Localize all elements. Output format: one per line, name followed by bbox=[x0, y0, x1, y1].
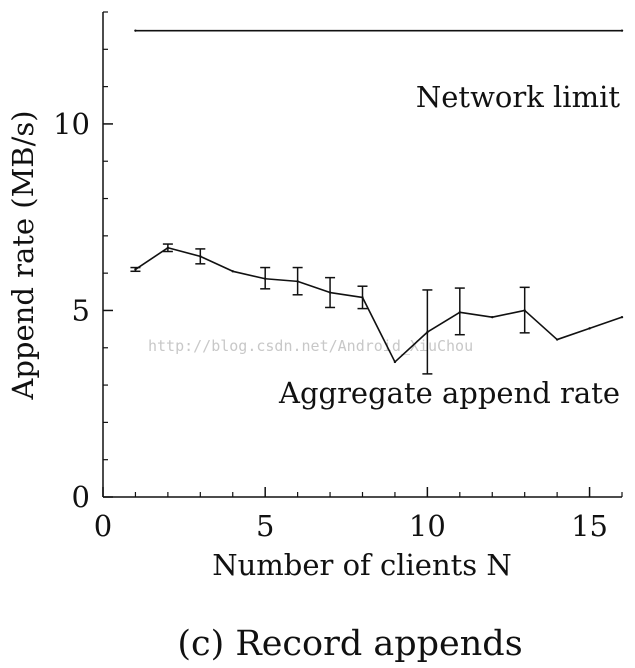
aggregate-append-rate-point bbox=[231, 270, 234, 273]
network-limit-label: Network limit bbox=[416, 80, 620, 114]
aggregate-append-rate-point bbox=[393, 360, 397, 364]
aggregate-append-rate-line bbox=[134, 246, 623, 363]
labels: Append rate (MB/s) Number of clients N (… bbox=[6, 80, 620, 664]
aggregate-append-rate-point bbox=[491, 315, 494, 319]
ticks: 0 5 10 15 0 5 10 bbox=[53, 11, 623, 543]
x-tick-label: 0 bbox=[94, 509, 112, 543]
watermark-layer: http://blog.csdn.net/Android_XiuChou bbox=[148, 337, 473, 355]
watermark-text: http://blog.csdn.net/Android_XiuChou bbox=[148, 337, 473, 355]
aggregate-append-rate-point bbox=[588, 327, 591, 330]
y-tick-label: 0 bbox=[72, 480, 90, 514]
y-axis-label: Append rate (MB/s) bbox=[6, 110, 40, 400]
x-tick-label: 10 bbox=[409, 509, 446, 543]
x-tick-label: 15 bbox=[571, 509, 608, 543]
figure-caption: (c) Record appends bbox=[177, 624, 522, 664]
aggregate-append-rate-label: Aggregate append rate bbox=[278, 376, 620, 410]
x-tick-label: 5 bbox=[256, 509, 274, 543]
aggregate-append-rate-point bbox=[620, 315, 624, 319]
y-tick-label: 5 bbox=[72, 293, 90, 327]
series-layer bbox=[130, 29, 624, 375]
network-limit-point bbox=[620, 29, 624, 32]
y-tick-label: 10 bbox=[53, 107, 90, 141]
network-limit-point bbox=[134, 29, 137, 32]
aggregate-append-rate-point bbox=[555, 338, 559, 341]
x-axis-label: Number of clients N bbox=[212, 548, 512, 582]
